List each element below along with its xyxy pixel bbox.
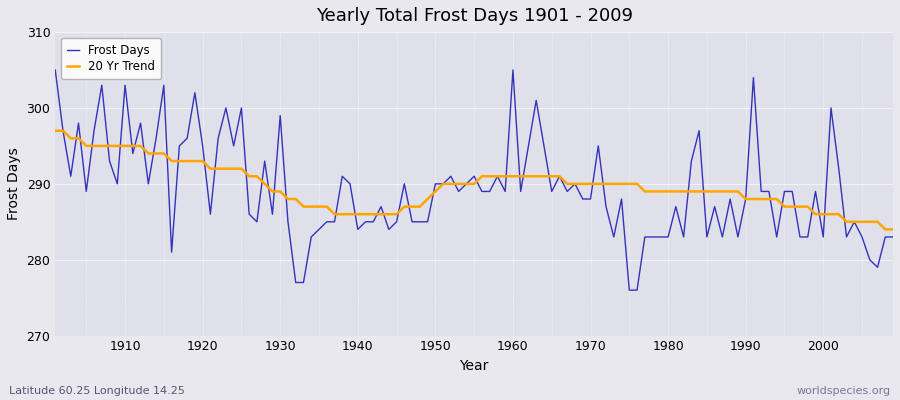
20 Yr Trend (283, 197, 293, 202)
X-axis label: Year: Year (460, 359, 489, 373)
Frost Days (112, 182, 122, 186)
20 Yr Trend (887, 227, 898, 232)
20 Yr Trend (329, 212, 340, 217)
Frost Days (600, 204, 611, 209)
20 Yr Trend (500, 174, 510, 179)
Y-axis label: Frost Days: Frost Days (7, 148, 21, 220)
Line: 20 Yr Trend: 20 Yr Trend (55, 131, 893, 229)
Frost Days (329, 219, 340, 224)
Frost Days (500, 189, 510, 194)
20 Yr Trend (50, 128, 60, 133)
Text: worldspecies.org: worldspecies.org (796, 386, 891, 396)
20 Yr Trend (508, 174, 518, 179)
Legend: Frost Days, 20 Yr Trend: Frost Days, 20 Yr Trend (61, 38, 161, 79)
Frost Days (624, 288, 634, 292)
20 Yr Trend (880, 227, 891, 232)
Text: Latitude 60.25 Longitude 14.25: Latitude 60.25 Longitude 14.25 (9, 386, 184, 396)
Frost Days (50, 68, 60, 72)
Frost Days (508, 68, 518, 72)
20 Yr Trend (600, 182, 611, 186)
Title: Yearly Total Frost Days 1901 - 2009: Yearly Total Frost Days 1901 - 2009 (316, 7, 633, 25)
Frost Days (283, 219, 293, 224)
20 Yr Trend (112, 144, 122, 148)
Frost Days (887, 234, 898, 239)
Line: Frost Days: Frost Days (55, 70, 893, 290)
